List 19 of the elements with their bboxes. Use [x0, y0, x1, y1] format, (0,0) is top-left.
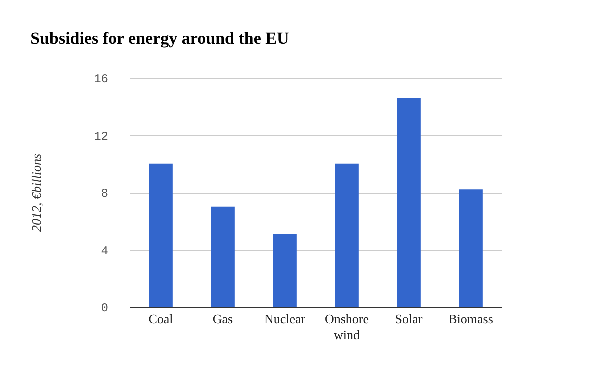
bar	[211, 206, 235, 307]
x-tick-label: Onshore wind	[324, 312, 370, 342]
y-tick-label: 8	[101, 187, 108, 201]
x-tick-label: Nuclear	[264, 312, 306, 326]
y-tick-label: 4	[101, 244, 108, 258]
bar	[149, 164, 173, 307]
y-tick-label: 16	[94, 72, 108, 86]
y-tick-label: 12	[94, 130, 108, 144]
y-tick-label: 0	[101, 302, 108, 316]
x-tick-label: Coal	[148, 312, 174, 326]
chart-title: Subsidies for energy around the EU	[30, 29, 290, 48]
bar	[273, 234, 297, 307]
bar	[335, 164, 359, 307]
x-tick-label: Biomass	[448, 312, 494, 326]
bar	[459, 190, 483, 307]
y-axis-title: 2012, €billions	[29, 154, 44, 232]
x-tick-label: Gas	[212, 312, 234, 326]
x-tick-label: Solar	[395, 312, 424, 326]
bar	[397, 98, 421, 307]
